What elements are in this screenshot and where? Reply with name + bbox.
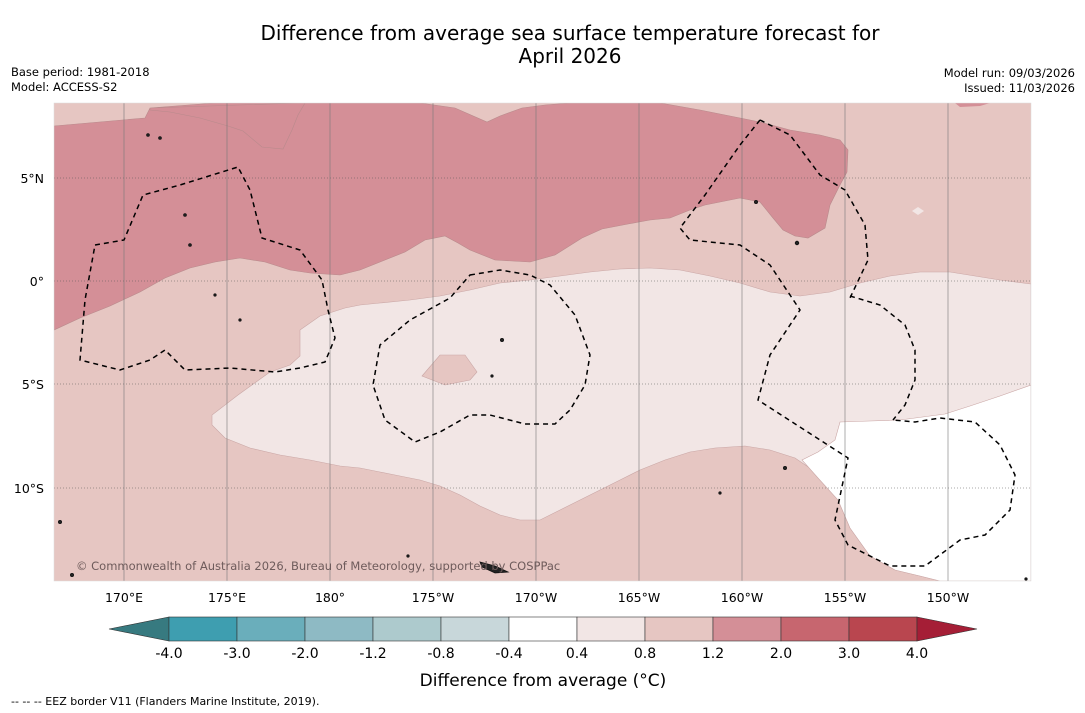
meta-right: Model run: 09/03/2026 Issued: 11/03/2026 [944, 66, 1075, 96]
colorbar-segment [304, 616, 374, 642]
colorbar-segments [168, 616, 918, 642]
map-frame [53, 102, 1032, 582]
meta-left: Base period: 1981-2018 Model: ACCESS-S2 [11, 65, 150, 95]
colorbar-tick-label: 0.8 [634, 646, 656, 662]
map-panel: © Commonwealth of Australia 2026, Bureau… [53, 102, 1032, 582]
island [794, 240, 800, 246]
eez-footnote: -- -- -- EEZ border V11 (Flanders Marine… [11, 695, 320, 708]
anomaly-region-diamond [912, 207, 924, 215]
islands [58, 133, 1028, 581]
graticule-meridians [123, 103, 949, 581]
island [490, 374, 494, 378]
title-line-2: April 2026 [518, 44, 622, 68]
eez-border-line-islands-north [759, 119, 869, 299]
colorbar-tick-label: 3.0 [838, 646, 860, 662]
colorbar-tick-label: 2.0 [770, 646, 792, 662]
island [146, 133, 150, 137]
colorbar-extend-low [108, 616, 170, 642]
island [158, 136, 162, 140]
island [479, 561, 510, 574]
island [238, 318, 242, 322]
lon-label-180: 180° [315, 590, 345, 605]
lon-label-170w: 170°W [515, 590, 557, 605]
lon-label-175e: 175°E [208, 590, 246, 605]
colorbar-segment [372, 616, 442, 642]
eez-borders [79, 119, 1016, 567]
island [718, 491, 722, 495]
island [499, 337, 504, 342]
lat-labels: 5°N 0° 5°S 10°S [14, 171, 44, 496]
island [58, 520, 63, 525]
model-run: Model run: 09/03/2026 [943, 66, 1075, 80]
lon-label-150w: 150°W [927, 590, 969, 605]
eez-border-kiribati-gilberts [79, 166, 336, 373]
colorbar-tick-label: -2.0 [291, 646, 318, 662]
anomaly-region-neutral [801, 384, 1031, 581]
colorbar-segment [712, 616, 782, 642]
colorbar-segment [848, 616, 918, 642]
lon-label-155w: 155°W [824, 590, 866, 605]
colorbar-segment [440, 616, 510, 642]
anomaly-region-1.2-2.0-patch [955, 103, 990, 107]
colorbar-ticks: -4.0 -3.0 -2.0 -1.2 -0.8 -0.4 0.4 0.8 1.2 2.0 3.0 4… [155, 646, 928, 662]
title-line-1: Difference from average sea surface temp… [260, 21, 880, 45]
colorbar-segment [644, 616, 714, 642]
colorbar-segment [236, 616, 306, 642]
island [1024, 577, 1028, 581]
copyright-text: © Commonwealth of Australia 2026, Bureau… [76, 559, 560, 573]
lon-label-165w: 165°W [618, 590, 660, 605]
island [70, 573, 75, 578]
colorbar: -4.0 -3.0 -2.0 -1.2 -0.8 -0.4 0.4 0.8 1.2 2.0 3.0 4… [108, 616, 978, 691]
colorbar-tick-label: 1.2 [702, 646, 724, 662]
issued-date: Issued: 11/03/2026 [964, 81, 1075, 95]
base-period: Base period: 1981-2018 [11, 65, 150, 79]
island [213, 293, 217, 297]
colorbar-tick-label: -4.0 [155, 646, 182, 662]
chart-title: Difference from average sea surface temp… [0, 22, 1085, 68]
island [783, 465, 788, 470]
model-name: Model: ACCESS-S2 [11, 80, 118, 94]
colorbar-label: Difference from average (°C) [420, 671, 667, 691]
lon-label-170e: 170°E [105, 590, 143, 605]
island [183, 213, 187, 217]
island [754, 199, 759, 204]
graticule [54, 177, 1031, 489]
lat-label-0: 0° [30, 274, 44, 289]
colorbar-tick-label: 0.4 [566, 646, 588, 662]
colorbar-segment [508, 616, 578, 642]
lon-label-175w: 175°W [412, 590, 454, 605]
anomaly-region-0.8-1.2-island [421, 354, 478, 386]
lon-label-160w: 160°W [721, 590, 763, 605]
lat-label-5n: 5°N [20, 171, 44, 186]
lon-labels: 170°E 175°E 180° 175°W 170°W 165°W 160°W… [105, 590, 969, 605]
colorbar-tick-label: -1.2 [359, 646, 386, 662]
eez-border-line-islands-south [849, 295, 916, 421]
lat-label-5s: 5°S [22, 377, 44, 392]
lat-label-10s: 10°S [14, 481, 44, 496]
colorbar-tick-label: -0.4 [495, 646, 522, 662]
colorbar-tick-label: -3.0 [223, 646, 250, 662]
colorbar-tick-label: 4.0 [906, 646, 928, 662]
eez-border-line-islands-central [679, 119, 1016, 567]
colorbar-segment [780, 616, 850, 642]
island [188, 243, 192, 247]
colorbar-segment [168, 616, 238, 642]
colorbar-extend-high [916, 616, 978, 642]
colorbar-segment [576, 616, 646, 642]
anomaly-region-1.2-2.0-north [54, 103, 849, 331]
island [406, 554, 410, 558]
colorbar-tick-label: -0.8 [427, 646, 454, 662]
